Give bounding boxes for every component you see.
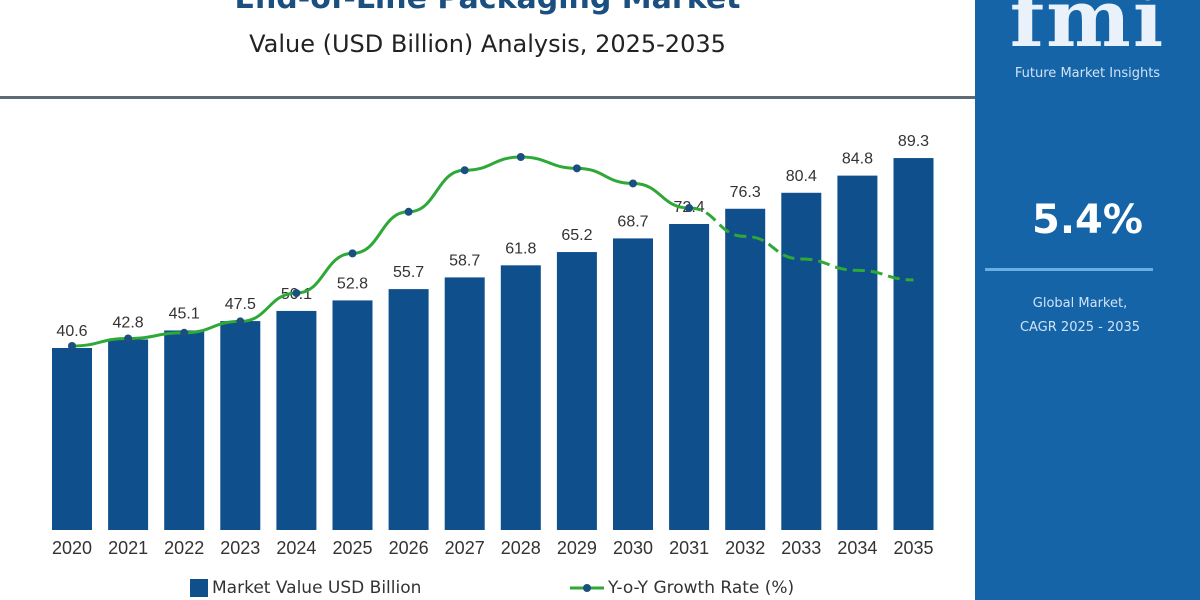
bar-2021 <box>108 339 149 530</box>
growth-point-2031 <box>685 204 694 213</box>
bar-value-label-2034: 84.8 <box>842 151 873 168</box>
fmi-logo: fmi <box>1009 0 1166 58</box>
x-tick-label-2035: 2035 <box>893 538 933 558</box>
bar-2029 <box>556 252 597 530</box>
x-tick-label-2023: 2023 <box>220 538 260 558</box>
growth-line-dashed <box>689 206 914 282</box>
bar-2022 <box>164 330 205 530</box>
bar-2028 <box>500 265 541 530</box>
legend-label-bar: Market Value USD Billion <box>212 578 422 598</box>
bar-value-label-2021: 42.8 <box>113 314 144 331</box>
bar-value-label-2027: 58.7 <box>449 252 480 269</box>
cagr-label-line2: CAGR 2025 - 2035 <box>1019 320 1141 335</box>
bar-2034 <box>837 175 878 530</box>
x-tick-label-2025: 2025 <box>332 538 372 558</box>
legend-item-line: Y-o-Y Growth Rate (%) <box>570 578 794 598</box>
bar-value-label-2032: 76.3 <box>730 184 761 201</box>
bar-value-label-2029: 65.2 <box>561 227 592 244</box>
x-tick-label-2021: 2021 <box>108 538 148 558</box>
side-panel: fmi Future Market Insights 5.4% Global M… <box>975 0 1200 600</box>
x-tick-label-2027: 2027 <box>445 538 485 558</box>
bar-2030 <box>613 238 653 530</box>
title-divider <box>0 96 975 99</box>
bar-2032 <box>725 208 766 530</box>
x-tick-label-2034: 2034 <box>837 538 877 558</box>
x-tick-label-2029: 2029 <box>557 538 597 558</box>
cagr-label: Global Market, CAGR 2025 - 2035 <box>975 292 1185 340</box>
x-tick-label-2028: 2028 <box>501 538 541 558</box>
x-tick-label-2031: 2031 <box>669 538 709 558</box>
bar-value-label-2020: 40.6 <box>56 323 87 340</box>
growth-point-2022 <box>180 328 189 337</box>
growth-point-2024 <box>292 289 301 298</box>
cagr-divider <box>985 268 1153 271</box>
chart: 40.6202042.8202145.1202247.5202350.12024… <box>52 133 934 558</box>
bar-value-label-2030: 68.7 <box>617 213 648 230</box>
x-tick-label-2024: 2024 <box>276 538 316 558</box>
bar-value-label-2033: 80.4 <box>786 168 817 185</box>
bar-value-label-2035: 89.3 <box>898 133 929 150</box>
x-tick-label-2020: 2020 <box>52 538 92 558</box>
legend-swatch-line <box>570 584 604 592</box>
bar-2031 <box>669 223 710 531</box>
brand-name: Future Market Insights <box>1014 66 1161 81</box>
cagr-value: 5.4% <box>1032 197 1143 243</box>
x-tick-label-2022: 2022 <box>164 538 204 558</box>
growth-point-2025 <box>348 249 357 258</box>
bar-2025 <box>332 300 373 530</box>
chart-subtitle: Value (USD Billion) Analysis, 2025-2035 <box>249 30 726 58</box>
bar-2023 <box>220 321 261 530</box>
bar-2026 <box>388 289 429 530</box>
bar-2024 <box>276 310 317 530</box>
bar-value-label-2025: 52.8 <box>337 275 368 292</box>
growth-point-2027 <box>460 166 469 175</box>
bar-2020 <box>52 348 92 530</box>
chart-title: End-of-Line Packaging Market <box>0 0 975 16</box>
x-tick-label-2033: 2033 <box>781 538 821 558</box>
x-tick-label-2030: 2030 <box>613 538 653 558</box>
growth-point-2023 <box>236 317 245 326</box>
growth-point-2020 <box>68 342 76 350</box>
bar-2033 <box>781 192 822 530</box>
legend-swatch-bar <box>190 579 208 597</box>
growth-point-2021 <box>124 334 133 343</box>
x-tick-label-2032: 2032 <box>725 538 765 558</box>
cagr-label-line1: Global Market, <box>1032 296 1128 311</box>
growth-point-2026 <box>404 207 413 216</box>
bar-value-label-2023: 47.5 <box>225 296 256 313</box>
x-tick-label-2026: 2026 <box>389 538 429 558</box>
bar-2035 <box>893 158 934 530</box>
bar-value-label-2022: 45.1 <box>169 305 200 322</box>
bar-value-label-2028: 61.8 <box>505 240 536 257</box>
legend-item-bar: Market Value USD Billion <box>190 578 421 598</box>
growth-point-2029 <box>572 164 581 173</box>
growth-point-2028 <box>516 153 525 161</box>
bar-value-label-2026: 55.7 <box>393 264 424 281</box>
bar-2027 <box>444 277 485 530</box>
legend-label-line: Y-o-Y Growth Rate (%) <box>608 578 795 598</box>
growth-point-2030 <box>629 179 637 188</box>
